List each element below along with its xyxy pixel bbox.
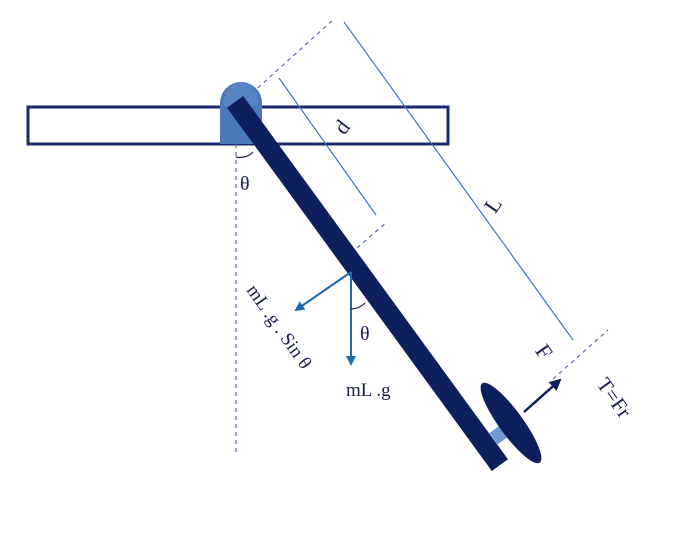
- theta-mass-label: θ: [360, 323, 370, 345]
- weight-label: mL .g: [346, 380, 391, 401]
- pivot-angle-arc: [235, 151, 254, 159]
- dim-extension-pivot: [239, 17, 336, 105]
- force-label: F: [530, 339, 558, 363]
- pendulum-arm: [227, 96, 508, 471]
- weight-component-arrow: [294, 271, 352, 312]
- theta-pivot-label: θ: [240, 173, 250, 195]
- dimension-line-L: [343, 21, 574, 341]
- length-L-label: L: [479, 192, 507, 217]
- mass-angle-arc: [350, 302, 366, 310]
- propeller-icon: [480, 382, 542, 464]
- weight-component-label: mL .g . Sin θ: [242, 281, 315, 373]
- force-arrow: [523, 378, 562, 413]
- dim-extension-end: [552, 329, 609, 380]
- dim-extension-center: [350, 221, 388, 254]
- torque-label: T=Fr: [592, 373, 637, 422]
- dimension-line-d: [278, 77, 377, 216]
